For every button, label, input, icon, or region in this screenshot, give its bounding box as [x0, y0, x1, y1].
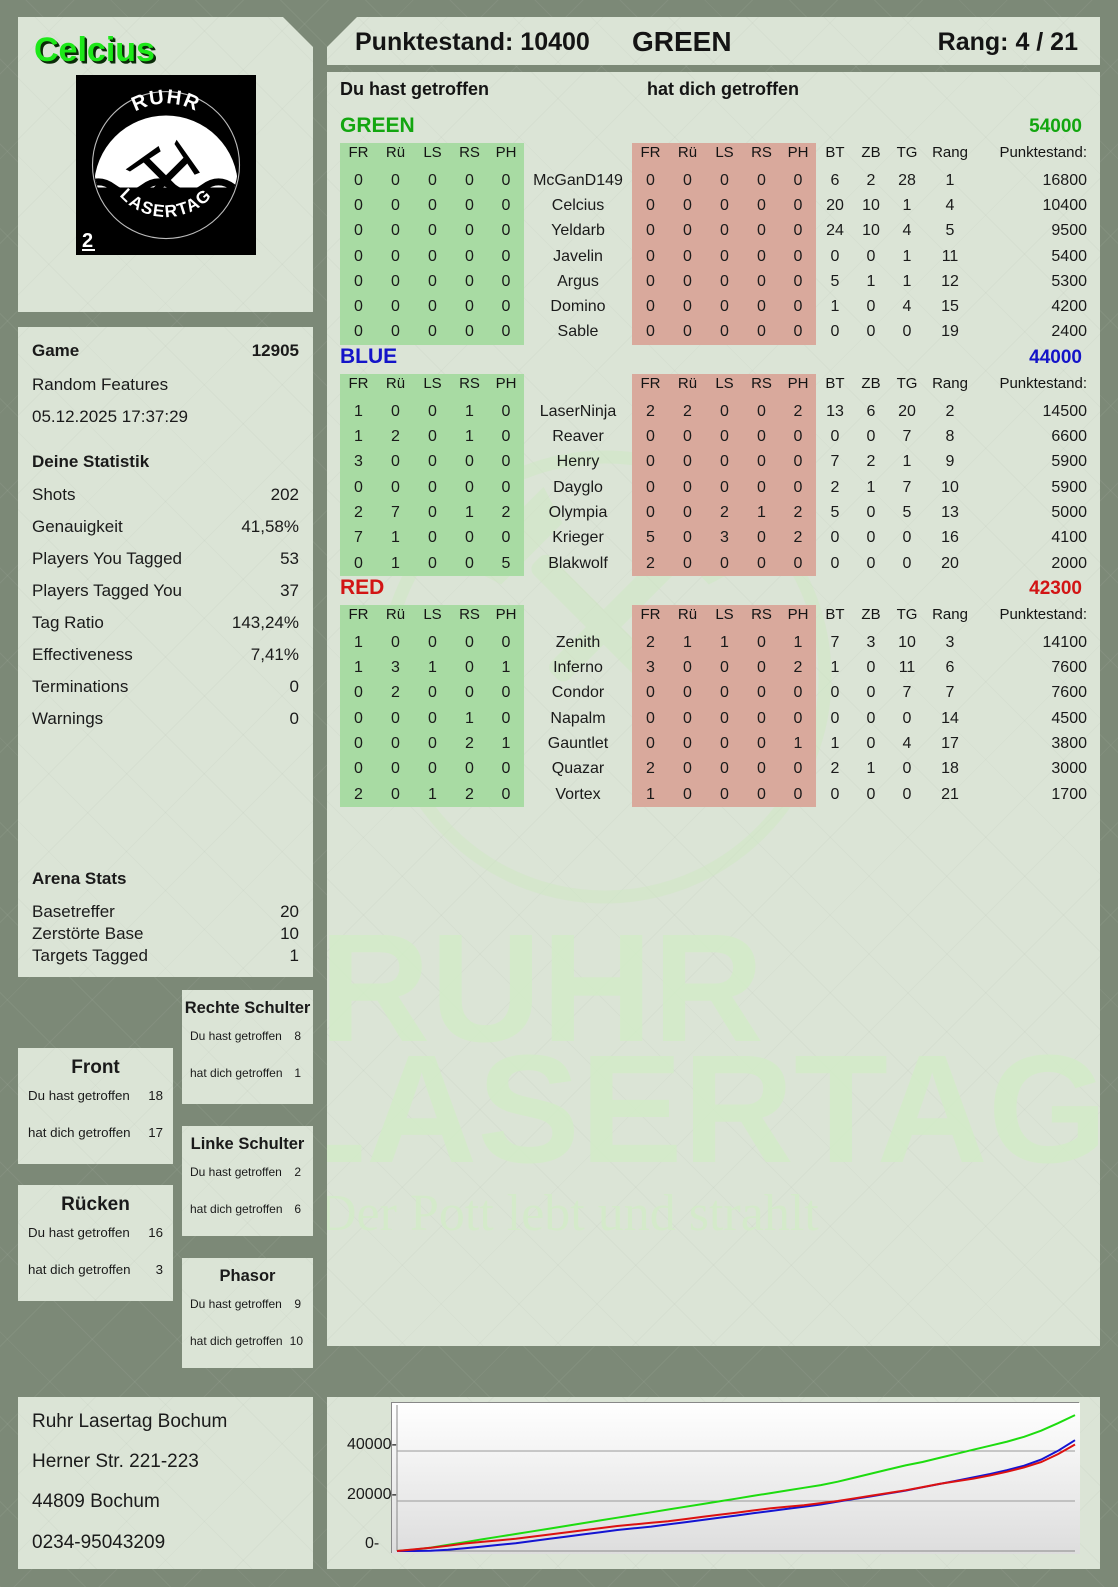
svg-text:LASERTAG: LASERTAG: [327, 1023, 1100, 1195]
svg-text:RUHR: RUHR: [327, 902, 764, 1074]
svg-text:RUHR: RUHR: [128, 86, 203, 116]
svg-text:Der Pott lebt und strahlt: Der Pott lebt und strahlt: [327, 1185, 819, 1242]
svg-text:LASERTAG: LASERTAG: [116, 184, 215, 221]
